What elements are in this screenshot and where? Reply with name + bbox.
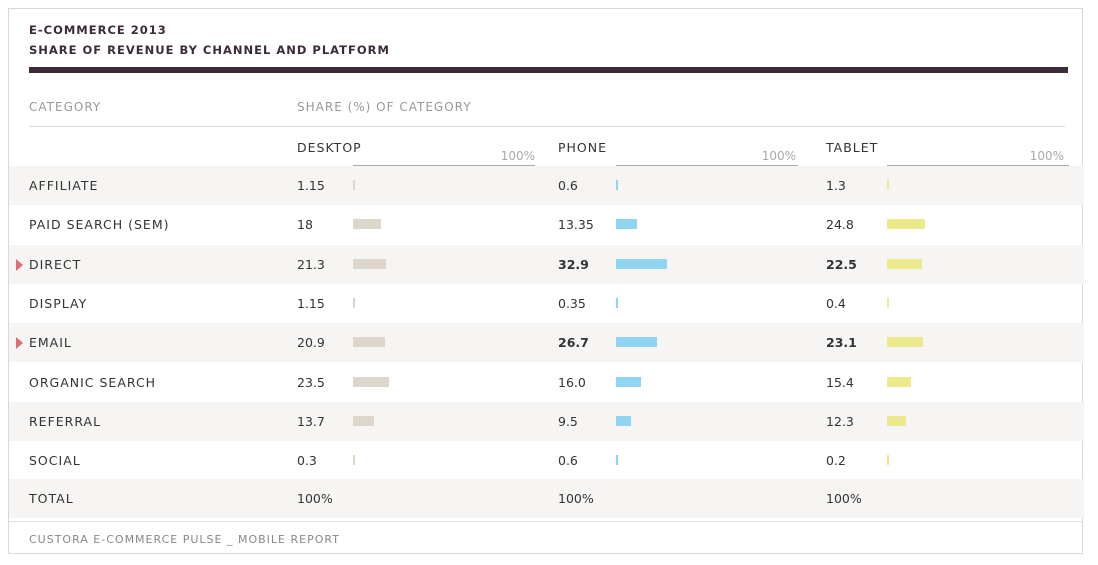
table-row: REFERRAL 13.7 9.5 12.3 <box>9 402 1084 441</box>
desktop-bar-paid-search-sem <box>353 219 381 229</box>
phone-scale-max: 100% <box>761 149 796 163</box>
tablet-bar-paid-search-sem <box>887 219 926 229</box>
tablet-bar-affiliate <box>887 180 889 190</box>
tablet-value-label: 23.1 <box>826 335 857 350</box>
total-row: TOTAL 100% 100% 100% <box>9 479 1084 518</box>
total-tablet: 100% <box>826 491 862 506</box>
tablet-value-label: 22.5 <box>826 257 857 272</box>
desktop-value-label: 1.15 <box>297 296 325 311</box>
tablet-bar-social <box>887 455 889 465</box>
share-column-header: SHARE (%) OF CATEGORY <box>297 100 472 114</box>
desktop-bar-direct <box>353 259 386 269</box>
tablet-bar-direct <box>887 259 922 269</box>
category-label: REFERRAL <box>29 414 102 429</box>
phone-value-label: 13.35 <box>558 217 594 232</box>
highlight-marker-icon <box>16 259 23 271</box>
category-label: EMAIL <box>29 335 72 350</box>
phone-bar-social <box>616 455 618 465</box>
chart-title-line2: SHARE OF REVENUE BY CHANNEL AND PLATFORM <box>29 43 390 57</box>
phone-bar-paid-search-sem <box>616 219 637 229</box>
tablet-value-label: 12.3 <box>826 414 854 429</box>
phone-column-label: PHONE <box>558 140 608 155</box>
phone-value-label: 26.7 <box>558 335 589 350</box>
desktop-bar-email <box>353 337 386 347</box>
category-label: PAID SEARCH (SEM) <box>29 217 170 232</box>
category-label: ORGANIC SEARCH <box>29 375 157 390</box>
phone-value-label: 0.6 <box>558 453 578 468</box>
tablet-bar-referral <box>887 416 907 426</box>
tablet-value-label: 0.2 <box>826 453 846 468</box>
phone-bar-display <box>616 298 618 308</box>
phone-bar-organic-search <box>616 377 641 387</box>
table-row: DISPLAY 1.15 0.35 0.4 <box>9 284 1084 323</box>
desktop-scale-max: 100% <box>500 149 535 163</box>
total-phone: 100% <box>558 491 594 506</box>
phone-value-label: 16.0 <box>558 375 586 390</box>
table-row: AFFILIATE 1.15 0.6 1.3 <box>9 166 1084 205</box>
desktop-bar-social <box>353 455 355 465</box>
tablet-bar-email <box>887 337 923 347</box>
tablet-scale-max: 100% <box>1029 149 1064 163</box>
phone-bar-email <box>616 337 658 347</box>
phone-value-label: 9.5 <box>558 414 578 429</box>
desktop-scale-axis <box>353 165 535 166</box>
phone-value-label: 0.6 <box>558 178 578 193</box>
desktop-value-label: 21.3 <box>297 257 325 272</box>
chart-title-line1: E-COMMERCE 2013 <box>29 23 167 37</box>
title-divider <box>29 67 1068 73</box>
category-label: SOCIAL <box>29 453 81 468</box>
desktop-value-label: 20.9 <box>297 335 325 350</box>
total-desktop: 100% <box>297 491 333 506</box>
tablet-value-label: 15.4 <box>826 375 854 390</box>
desktop-value-label: 18 <box>297 217 313 232</box>
source-note: CUSTORA E-COMMERCE PULSE _ MOBILE REPORT <box>29 533 340 546</box>
desktop-column-label: DESKTOP <box>297 140 362 155</box>
desktop-value-label: 23.5 <box>297 375 325 390</box>
desktop-bar-affiliate <box>353 180 355 190</box>
phone-value-label: 0.35 <box>558 296 586 311</box>
category-label: DISPLAY <box>29 296 88 311</box>
chart-panel: E-COMMERCE 2013 SHARE OF REVENUE BY CHAN… <box>8 8 1084 554</box>
tablet-column-label: TABLET <box>826 140 879 155</box>
desktop-bar-display <box>353 298 355 308</box>
footer-divider <box>9 521 1082 522</box>
highlight-marker-icon <box>16 337 23 349</box>
desktop-value-label: 0.3 <box>297 453 317 468</box>
category-column-header: CATEGORY <box>29 100 102 114</box>
table-row: EMAIL 20.9 26.7 23.1 <box>9 323 1084 362</box>
phone-value-label: 32.9 <box>558 257 589 272</box>
phone-scale-axis <box>616 165 798 166</box>
desktop-bar-organic-search <box>353 377 390 387</box>
category-label: DIRECT <box>29 257 82 272</box>
phone-bar-referral <box>616 416 631 426</box>
header-divider <box>29 126 1065 127</box>
desktop-value-label: 1.15 <box>297 178 325 193</box>
phone-bar-affiliate <box>616 180 618 190</box>
total-label: TOTAL <box>29 491 74 506</box>
phone-bar-direct <box>616 259 667 269</box>
tablet-value-label: 1.3 <box>826 178 846 193</box>
table-row: ORGANIC SEARCH 23.5 16.0 15.4 <box>9 363 1084 402</box>
tablet-bar-organic-search <box>887 377 911 387</box>
table-row: PAID SEARCH (SEM) 18 13.35 24.8 <box>9 205 1084 244</box>
table-row: SOCIAL 0.3 0.6 0.2 <box>9 441 1084 480</box>
desktop-bar-referral <box>353 416 375 426</box>
tablet-scale-axis <box>887 165 1069 166</box>
tablet-bar-display <box>887 298 889 308</box>
table-row: DIRECT 21.3 32.9 22.5 <box>9 245 1084 284</box>
tablet-value-label: 0.4 <box>826 296 846 311</box>
tablet-value-label: 24.8 <box>826 217 854 232</box>
desktop-value-label: 13.7 <box>297 414 325 429</box>
category-label: AFFILIATE <box>29 178 99 193</box>
